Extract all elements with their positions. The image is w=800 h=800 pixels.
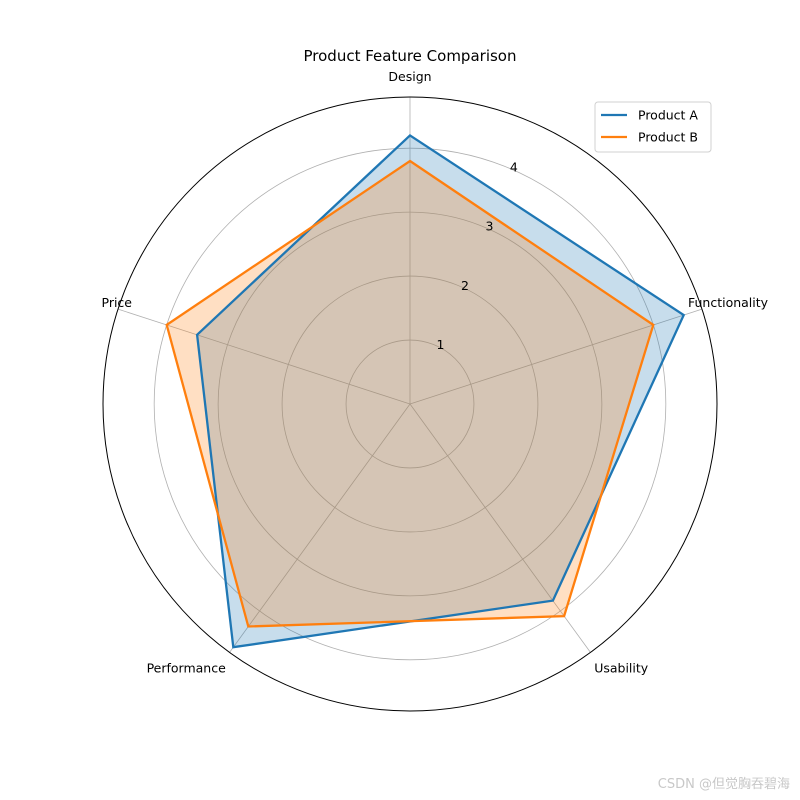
spoke-line xyxy=(229,403,411,653)
legend-label: Product B xyxy=(638,130,698,145)
legend-label: Product A xyxy=(638,108,698,123)
radial-tick-label: 1 xyxy=(436,337,444,352)
radial-tick-label: 2 xyxy=(461,278,469,293)
axis-label-usability: Usability xyxy=(594,661,649,676)
series-layer xyxy=(165,133,686,649)
axis-label-price: Price xyxy=(102,295,133,310)
spoke-line xyxy=(409,403,591,653)
axis-labels: Design Functionality Usability Performance P… xyxy=(102,69,769,676)
legend: Product A Product B xyxy=(594,101,712,153)
axis-label-design: Design xyxy=(388,69,431,84)
radial-tick-label: 4 xyxy=(510,160,518,175)
series-line xyxy=(165,159,655,628)
outer-frame xyxy=(102,96,718,712)
axis-label-performance: Performance xyxy=(147,661,227,676)
watermark: CSDN @但觉胸吞碧海 xyxy=(657,777,790,792)
chart-title: Product Feature Comparison xyxy=(304,47,517,65)
radial-ticks: 1 2 3 4 xyxy=(436,160,517,352)
series-area xyxy=(166,161,654,627)
radial-tick-label: 3 xyxy=(485,219,493,234)
axis-label-functionality: Functionality xyxy=(688,295,769,310)
series-line xyxy=(195,133,686,649)
